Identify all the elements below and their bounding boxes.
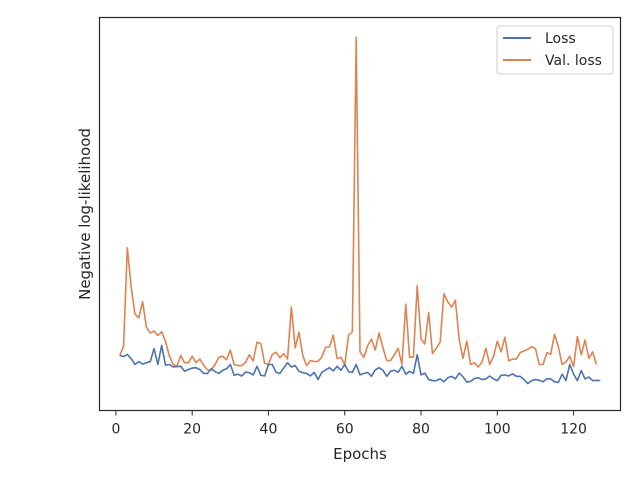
x-tick-label: 20	[183, 422, 201, 438]
y-axis-label: Negative log-likelihood	[76, 128, 94, 300]
legend-label-val-loss: Val. loss	[545, 53, 602, 69]
series-line-loss	[119, 344, 601, 385]
plot-frame	[98, 16, 622, 412]
x-tick-label: 60	[336, 422, 354, 438]
x-axis-ticks: 0 20 40 60 80 100 120	[111, 410, 587, 438]
series-layer	[118, 36, 601, 385]
legend-label-loss: Loss	[545, 31, 576, 47]
x-tick-label: 100	[484, 422, 511, 438]
x-tick-label: 40	[260, 422, 278, 438]
legend: Loss Val. loss	[496, 25, 614, 75]
x-tick-label: 80	[412, 422, 430, 438]
x-tick-label: 0	[111, 422, 120, 438]
series-line-val-loss	[118, 36, 598, 371]
x-tick-label: 120	[560, 422, 587, 438]
x-axis-label: Epochs	[333, 445, 387, 463]
